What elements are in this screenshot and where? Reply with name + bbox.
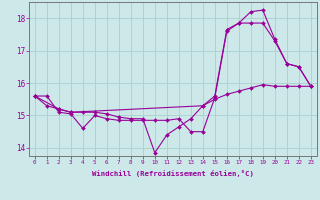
X-axis label: Windchill (Refroidissement éolien,°C): Windchill (Refroidissement éolien,°C)	[92, 170, 254, 177]
